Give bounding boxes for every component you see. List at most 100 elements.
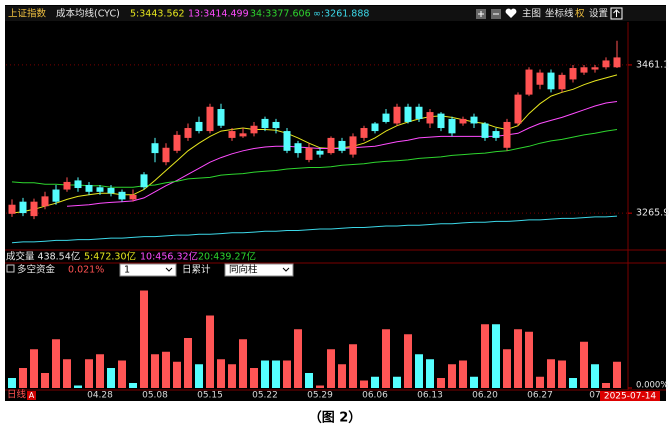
x-tick-label: 05.08 <box>142 391 168 401</box>
candle-body <box>228 131 236 138</box>
bar <box>580 341 588 388</box>
bar <box>19 368 27 388</box>
candle-body <box>261 118 269 129</box>
bar <box>481 324 489 388</box>
bar <box>217 359 225 388</box>
bar <box>228 364 236 388</box>
bar <box>415 354 423 388</box>
volume-average: 10:456.32亿 <box>140 251 198 263</box>
x-tick-label: 04.28 <box>87 391 113 401</box>
candle-body <box>74 180 82 189</box>
bar <box>470 376 478 388</box>
bar <box>459 360 467 388</box>
period-select[interactable] <box>119 263 177 277</box>
toolbar-item[interactable]: 坐标线 <box>545 8 574 20</box>
bar <box>184 338 192 388</box>
dropdown-arrow <box>165 267 173 272</box>
bar <box>371 376 379 388</box>
bar <box>261 360 269 388</box>
candle-body <box>338 140 346 151</box>
bar <box>173 361 181 388</box>
bar <box>107 368 115 388</box>
collapse-button[interactable] <box>610 7 623 20</box>
favorite-icon[interactable] <box>505 8 517 18</box>
bar <box>448 364 456 388</box>
bar <box>250 368 258 388</box>
bar <box>338 364 346 388</box>
candle-body <box>613 57 621 68</box>
volume-label: 成交量 438.54亿 <box>6 251 80 263</box>
y-tick-label: 3265.9 <box>636 208 669 219</box>
bar <box>8 378 16 388</box>
mode-label: 日累计 <box>182 264 211 276</box>
toolbar-item[interactable]: 设置 <box>589 9 608 20</box>
bar <box>613 361 621 388</box>
toolbar-item[interactable]: 权 <box>575 8 585 20</box>
legend-entry: 5:3443.562 <box>130 9 185 20</box>
candle-body <box>250 125 258 134</box>
bar <box>129 383 137 388</box>
candle-body <box>404 106 412 122</box>
candle-body <box>173 134 181 151</box>
candle-body <box>129 194 137 200</box>
chart-title: 上证指数 <box>8 8 47 20</box>
candle-body <box>195 121 203 132</box>
candle-body <box>217 109 225 126</box>
bar <box>118 360 126 388</box>
candle-body <box>426 112 434 124</box>
period-select-value: 1 <box>124 265 130 276</box>
x-tick-label: 05.29 <box>307 391 333 401</box>
candle-body <box>514 94 522 124</box>
flag-label: A <box>29 391 35 400</box>
bar <box>283 360 291 388</box>
x-tick-label: 06.06 <box>362 391 388 401</box>
caption: （图 2） <box>309 410 362 426</box>
candle-body <box>96 187 104 192</box>
volume-average: 5:472.30亿 <box>84 251 136 263</box>
x-tick-label: 07 <box>589 391 600 401</box>
candle-body <box>41 196 49 207</box>
bar <box>195 364 203 388</box>
candle-body <box>118 191 126 200</box>
bar <box>305 373 313 388</box>
toolbar-item[interactable]: 主图 <box>522 8 541 20</box>
candle-body <box>602 60 610 68</box>
bar <box>327 349 335 388</box>
y-tick-label: 3461.1 <box>636 59 669 70</box>
candle-body <box>437 113 445 129</box>
candle-body <box>316 150 324 155</box>
candle-body <box>382 113 390 122</box>
bar <box>206 315 214 388</box>
pane-title: 多空资金 <box>17 264 56 276</box>
bar <box>602 383 610 388</box>
candle-body <box>63 181 71 190</box>
candle-body <box>162 147 170 163</box>
candle-body <box>503 121 511 148</box>
candle-body <box>525 69 533 95</box>
candle-body <box>305 147 313 160</box>
candle-body <box>547 72 555 90</box>
legend-entry: ∞:3261.888 <box>313 9 369 20</box>
bar <box>272 360 280 388</box>
bar <box>437 378 445 388</box>
candle-body <box>393 106 401 124</box>
candle-body <box>294 143 302 154</box>
candle-body <box>360 128 368 138</box>
bar <box>536 376 544 388</box>
bar <box>30 349 38 388</box>
candle-body <box>272 121 280 129</box>
candle-body <box>8 204 16 214</box>
candle-body <box>536 72 544 85</box>
style-select[interactable] <box>224 263 294 277</box>
indicator-name: 成本均线(CYC) <box>56 8 120 20</box>
current-date: 2025-07-14 <box>604 392 657 402</box>
candle-body <box>569 68 577 80</box>
zoom-in-icon <box>478 11 484 17</box>
candle-body <box>184 128 192 138</box>
bar <box>316 385 324 388</box>
average-line <box>11 74 618 214</box>
candle-body <box>481 123 489 138</box>
x-tick-label: 05.22 <box>252 391 278 401</box>
candle-body <box>415 106 423 119</box>
bar <box>503 349 511 388</box>
